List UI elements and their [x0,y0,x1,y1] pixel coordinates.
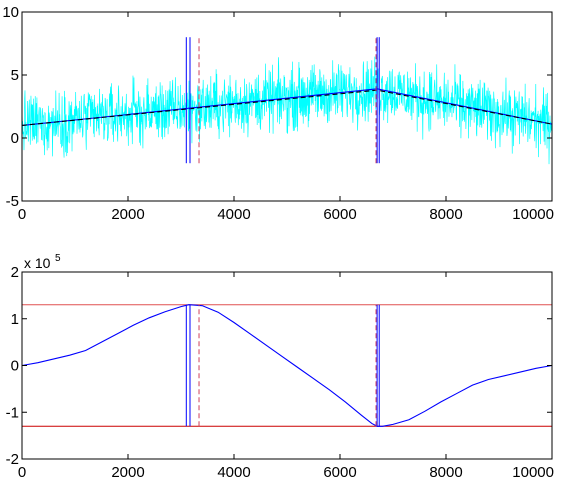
x-tick-label-3: 6000 [323,206,356,223]
x-tick-label-0: 0 [18,464,26,479]
x-tick-label-5: 10000 [512,464,554,479]
y-tick-label-3: 1 [11,311,19,328]
x-tick-label-3: 6000 [323,464,356,479]
y-tick-label-2: 5 [11,67,19,84]
y-tick-label-4: 2 [11,264,19,281]
noise-signal [22,56,552,165]
y-tick-label-2: 0 [11,358,19,375]
y-tick-label-3: 10 [2,4,19,21]
bottom-plot: 0 2000 4000 6000 8000 10000 -2 -1 0 1 2 x 10 5 [6,253,554,479]
x-tick-label-5: 10000 [512,206,554,223]
y-multiplier-exponent: 5 [55,253,61,264]
y-tick-label-0: -2 [6,451,19,468]
x-tick-label-4: 8000 [429,464,462,479]
x-tick-label-1: 2000 [111,206,144,223]
y-tick-label-1: -1 [6,404,19,421]
axes-frame [21,11,553,202]
series-line-0 [22,304,552,427]
plot-content [22,304,552,427]
x-tick-label-2: 4000 [217,464,250,479]
y-multiplier-label: x 10 [24,255,51,271]
x-tick-label-4: 8000 [429,206,462,223]
x-tick-label-0: 0 [18,206,26,223]
x-tick-label-2: 4000 [217,206,250,223]
plot-area [22,272,552,459]
x-tick-label-1: 2000 [111,464,144,479]
plot-content [22,37,552,165]
y-tick-label-0: -5 [6,193,19,210]
y-tick-label-1: 0 [11,130,19,147]
